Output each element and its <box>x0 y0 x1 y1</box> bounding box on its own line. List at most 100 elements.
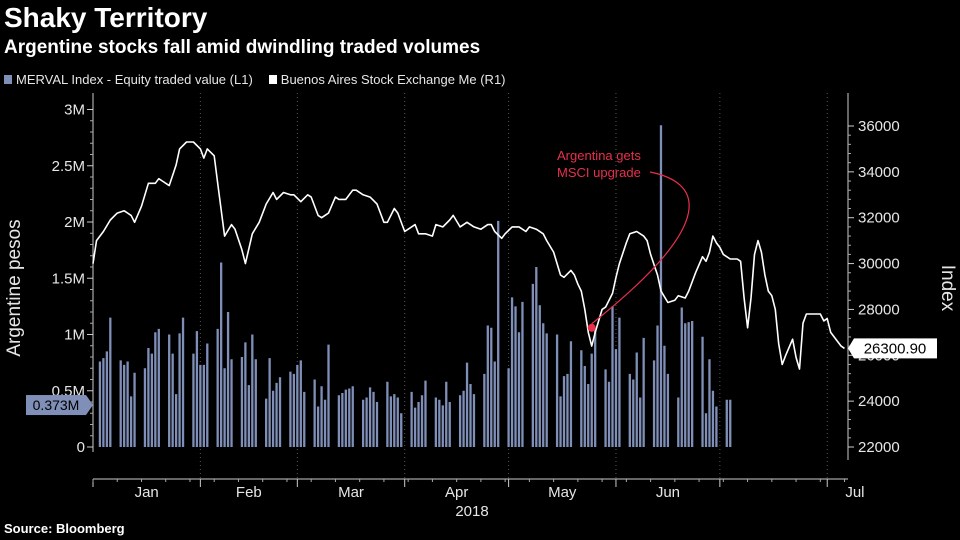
annotation-text-line-0: Argentina gets <box>557 148 641 163</box>
month-label-may: May <box>548 484 577 501</box>
bar-67 <box>420 395 424 447</box>
bar-4 <box>119 360 122 447</box>
bar-62 <box>396 397 399 447</box>
annotation-marker <box>587 323 596 332</box>
bar-20 <box>195 331 199 447</box>
annotation-text-line-1: MSCI upgrade <box>557 165 641 180</box>
bar-5 <box>123 364 126 447</box>
bar-42 <box>299 360 302 447</box>
bar-96 <box>562 376 566 447</box>
bar-70 <box>438 399 441 447</box>
year-label: 2018 <box>455 503 488 520</box>
left-tick-label-3: 1.5M <box>52 270 85 287</box>
bar-59 <box>386 381 389 447</box>
bar-83 <box>497 220 500 447</box>
bar-82 <box>493 361 496 447</box>
bar-41 <box>296 364 299 447</box>
bar-47 <box>323 399 327 447</box>
bar-104 <box>604 369 607 447</box>
bar-78 <box>472 394 476 447</box>
legend-label-line: Buenos Aires Stock Exchange Me (R1) <box>280 72 506 87</box>
right-tick-label-6: 34000 <box>858 164 900 181</box>
bar-10 <box>147 348 150 447</box>
chart-title: Shaky Territory <box>4 2 208 33</box>
bar-103 <box>594 328 597 447</box>
legend-swatch-line <box>268 75 277 84</box>
bar-29 <box>240 357 244 447</box>
bar-35 <box>268 358 271 447</box>
bar-79 <box>483 373 486 447</box>
bar-36 <box>271 390 275 447</box>
left-tick-label-5: 2.5M <box>52 158 85 175</box>
bar-77 <box>469 384 472 447</box>
bar-130 <box>729 399 732 447</box>
right-tick-label-7: 36000 <box>858 118 900 135</box>
bar-80 <box>486 325 489 447</box>
bar-95 <box>559 396 562 447</box>
bar-23 <box>206 343 209 447</box>
bar-15 <box>171 353 174 447</box>
bar-101 <box>587 384 590 447</box>
bar-57 <box>372 391 375 447</box>
bar-98 <box>569 341 573 447</box>
bar-27 <box>226 312 230 447</box>
bar-60 <box>389 396 392 447</box>
bar-51 <box>344 389 347 447</box>
bar-71 <box>441 405 444 447</box>
bar-8 <box>133 372 136 447</box>
last-bar-value-pointer <box>86 395 93 416</box>
bar-123 <box>691 321 694 447</box>
bar-11 <box>150 353 154 447</box>
bar-13 <box>157 328 160 447</box>
right-tick-label-5: 32000 <box>858 210 900 227</box>
left-axis-label: Argentine pesos <box>4 219 25 356</box>
last-line-value-label: 26300.90 <box>864 340 927 357</box>
bar-44 <box>313 379 316 447</box>
legend-item-bar[interactable]: MERVAL Index - Equity traded value (L1) <box>4 72 253 87</box>
bar-72 <box>445 381 448 447</box>
bar-115 <box>656 325 659 447</box>
bar-7 <box>129 396 133 447</box>
bar-43 <box>303 391 306 447</box>
legend-swatch-bar <box>4 75 12 84</box>
bar-97 <box>566 373 569 447</box>
bar-128 <box>715 406 718 447</box>
bar-81 <box>490 327 493 447</box>
month-label-mar: Mar <box>338 484 364 501</box>
bar-85 <box>510 297 514 447</box>
bar-99 <box>580 350 583 447</box>
month-label-apr: Apr <box>445 484 468 501</box>
source-note: Source: Bloomberg <box>4 521 125 536</box>
bar-52 <box>348 388 351 447</box>
bar-111 <box>635 352 638 447</box>
bar-105 <box>607 381 611 447</box>
bar-106 <box>611 306 614 447</box>
bar-86 <box>514 306 517 447</box>
bar-61 <box>393 394 396 447</box>
bar-116 <box>659 125 663 447</box>
bar-118 <box>666 373 670 447</box>
bar-76 <box>465 362 469 447</box>
bar-48 <box>327 344 330 447</box>
bar-84 <box>507 368 510 447</box>
bar-94 <box>555 334 559 447</box>
bar-58 <box>375 402 379 447</box>
left-tick-label-0: 0 <box>77 439 85 456</box>
bar-26 <box>223 368 226 447</box>
bar-129 <box>725 399 728 447</box>
bar-92 <box>542 323 545 447</box>
bar-6 <box>126 361 129 447</box>
bar-75 <box>462 390 465 447</box>
last-line-value-pointer <box>848 338 854 359</box>
legend-item-line[interactable]: Buenos Aires Stock Exchange Me (R1) <box>268 72 506 87</box>
bar-31 <box>247 385 250 447</box>
last-bar-value-bg <box>26 395 86 416</box>
bar-102 <box>590 353 593 447</box>
bar-117 <box>663 345 666 447</box>
bar-19 <box>192 353 195 447</box>
bar-14 <box>168 334 171 447</box>
month-label-jul: Jul <box>845 484 864 501</box>
bar-9 <box>143 368 147 447</box>
left-tick-label-6: 3M <box>64 102 85 119</box>
